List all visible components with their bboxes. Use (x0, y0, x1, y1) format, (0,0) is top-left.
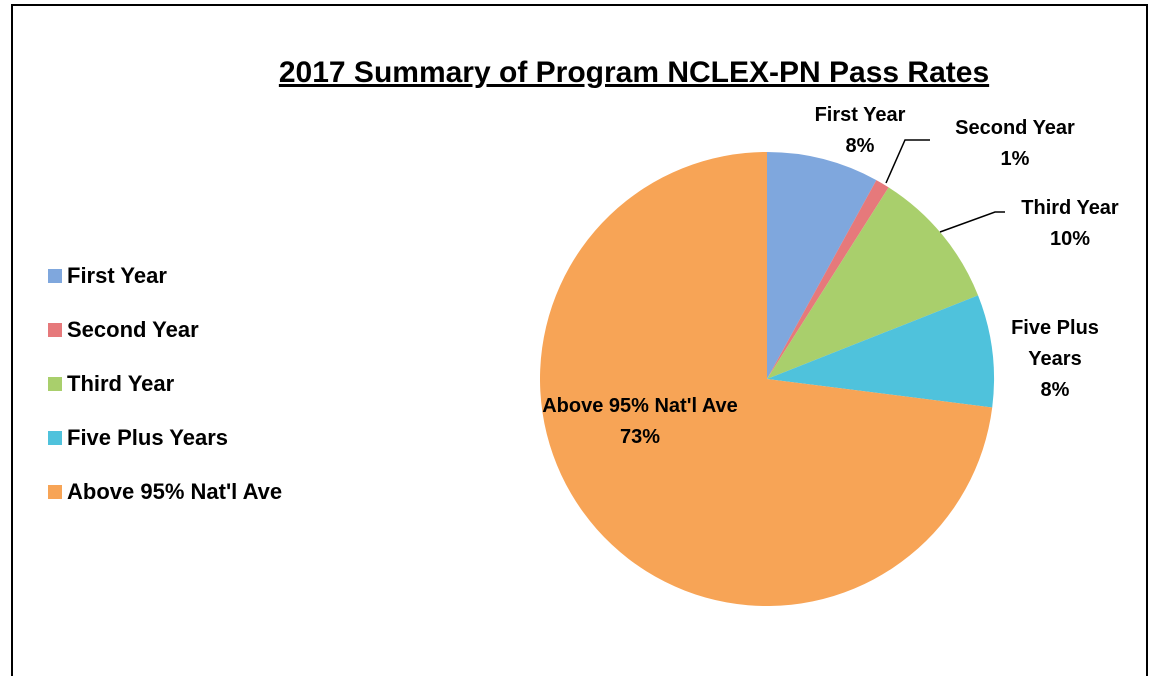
data-label: Five Plus Years 8% (985, 313, 1125, 406)
pie-slice (767, 295, 994, 408)
data-label-value: 1% (1000, 148, 1030, 170)
legend-label: First Year (67, 263, 167, 288)
legend-label: Five Plus Years (67, 425, 229, 450)
data-label-value: 8% (1040, 379, 1070, 401)
leader-line (885, 139, 930, 184)
leader-line (939, 211, 1005, 233)
data-label-name: Second Year (955, 117, 1075, 139)
legend-swatch (48, 431, 62, 445)
data-label-value: 73% (619, 426, 661, 448)
data-label-value: 8% (845, 135, 875, 157)
pie-slice (767, 152, 877, 379)
chart-title: 2017 Summary of Program NCLEX-PN Pass Ra… (279, 56, 989, 89)
pie-slice (767, 187, 979, 379)
data-label: Third Year 10% (1000, 193, 1140, 255)
legend-item: Above 95% Nat'l Ave (48, 479, 282, 505)
data-label: Above 95% Nat'l Ave 73% (530, 391, 750, 453)
data-label-value: 10% (1049, 228, 1091, 250)
legend-swatch (48, 377, 62, 391)
data-label: First Year 8% (790, 100, 930, 162)
pie-slice (767, 180, 889, 379)
data-label: Second Year 1% (930, 113, 1100, 175)
legend-label: Second Year (67, 317, 199, 342)
data-label-name: Third Year (1021, 197, 1119, 219)
data-label-name: First Year (814, 104, 906, 126)
legend-swatch (48, 269, 62, 283)
legend-label: Third Year (67, 371, 175, 396)
legend-swatch (48, 485, 62, 499)
frame (11, 4, 1148, 676)
data-label-name: Five Plus Years (1011, 317, 1099, 370)
legend-item: First Year (48, 263, 167, 289)
pie-slice (539, 152, 993, 606)
legend-item: Second Year (48, 317, 199, 343)
pie (539, 152, 994, 606)
data-label-name: Above 95% Nat'l Ave (542, 395, 738, 417)
legend-label: Above 95% Nat'l Ave (67, 479, 283, 504)
legend-item: Five Plus Years (48, 425, 228, 451)
legend-item: Third Year (48, 371, 174, 397)
legend-swatch (48, 323, 62, 337)
